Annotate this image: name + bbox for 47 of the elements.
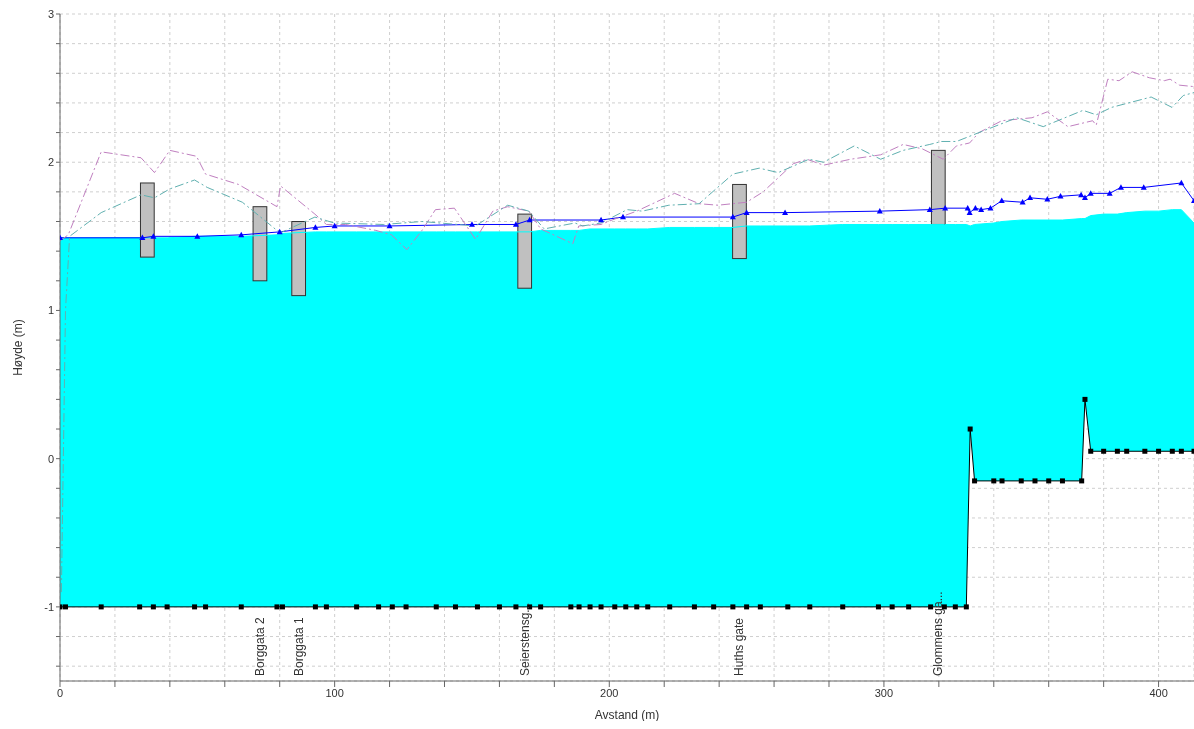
point: [139, 234, 146, 241]
y-tick-label: 0: [47, 452, 54, 465]
line-series: [60, 71, 1194, 251]
point: [966, 209, 973, 215]
point: [150, 233, 157, 239]
annotation: Borggata 1: [291, 616, 306, 676]
point: [312, 224, 319, 230]
point: [238, 231, 245, 238]
point: [512, 221, 519, 227]
bar: [517, 213, 533, 289]
y-tick-label: 2: [47, 156, 54, 169]
annotation: Huths gate: [732, 617, 747, 676]
annotation: Borggata 2: [252, 616, 267, 676]
point: [926, 206, 933, 212]
y-tick-label: 3: [47, 7, 54, 20]
x-tick-label: 100: [325, 686, 344, 699]
x-tick-label: 0: [56, 686, 64, 699]
point: [468, 221, 475, 227]
point: [1087, 190, 1094, 196]
point: [1044, 196, 1051, 202]
point: [1106, 190, 1113, 196]
y-axis-title: Høyde (m): [11, 319, 26, 376]
x-tick-label: 200: [600, 686, 619, 699]
bar: [139, 182, 155, 258]
y-tick-label: 1: [47, 304, 54, 317]
x-tick-label: 400: [1149, 686, 1168, 699]
point: [1140, 184, 1147, 190]
x-axis-title: Avstand (m): [594, 708, 660, 722]
point: [1019, 199, 1026, 205]
line-series: [60, 92, 1194, 593]
bar: [732, 183, 747, 260]
point: [194, 233, 201, 239]
point: [978, 206, 985, 212]
y-tick-label: -1: [44, 600, 54, 613]
point: [743, 209, 750, 215]
bar: [930, 149, 946, 225]
point: [1027, 194, 1034, 201]
x-tick-label: 300: [874, 686, 894, 699]
annotation: Glommens ga...: [931, 591, 946, 676]
bar: [291, 221, 307, 297]
point: [1117, 184, 1124, 190]
point: [1081, 194, 1088, 201]
point: [1057, 193, 1064, 199]
point: [782, 209, 789, 215]
bar: [252, 206, 268, 282]
point: [1078, 191, 1085, 198]
annotation: Seierstensg...: [517, 602, 532, 676]
